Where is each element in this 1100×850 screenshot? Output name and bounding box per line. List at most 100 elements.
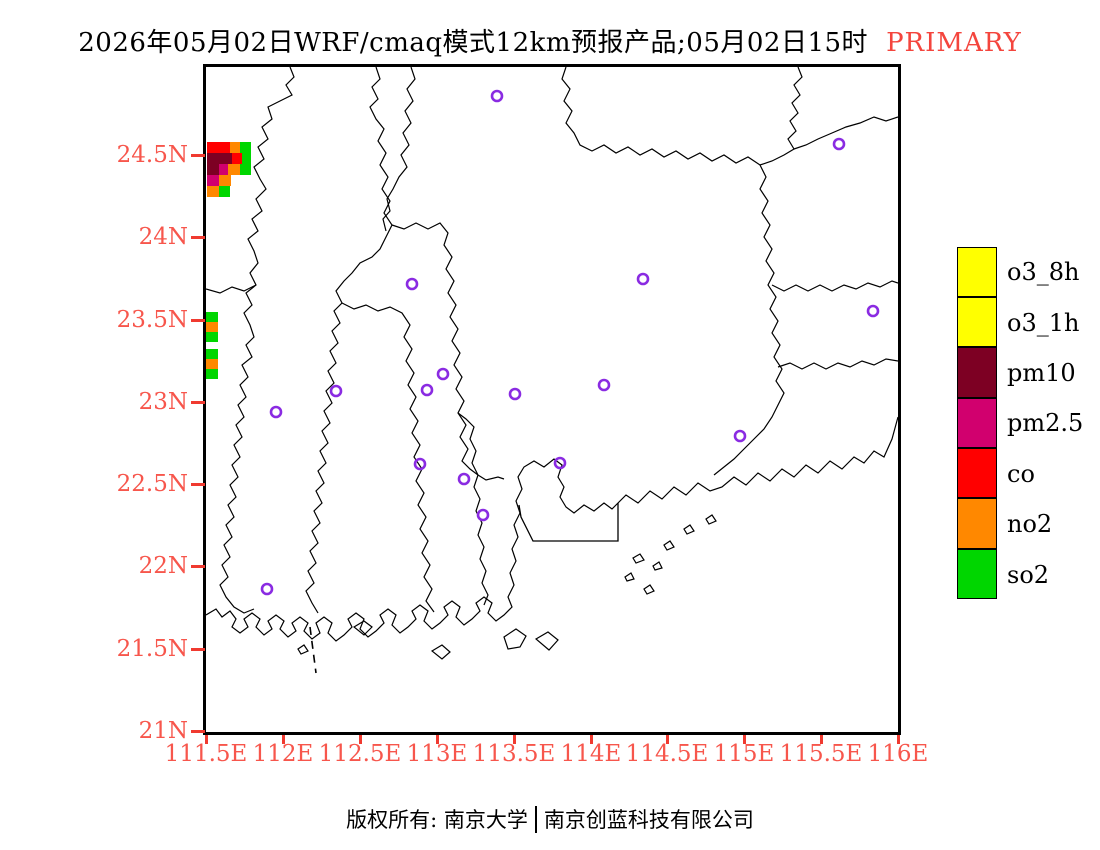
lon-tick-label: 114.5E (625, 741, 709, 767)
pollutant-cell-so2 (206, 369, 218, 379)
pollutant-cell-pm10 (207, 164, 219, 175)
province-boundary (771, 280, 898, 292)
lon-tick (665, 735, 669, 744)
lat-tick (191, 482, 205, 486)
pollutant-cell-so2 (240, 142, 251, 153)
lat-tick (191, 318, 205, 322)
pollutant-cell-no2 (230, 142, 240, 153)
station-marker (269, 405, 283, 419)
lat-tick-label: 22N (138, 553, 188, 579)
island-outline (643, 584, 655, 595)
station-marker (866, 304, 880, 318)
region-box (518, 503, 619, 542)
province-boundary (713, 164, 785, 476)
legend-swatch-o3_1h (957, 296, 997, 348)
station-marker (457, 472, 471, 486)
legend-item-co: co (957, 448, 1083, 499)
pollutant-cell-so2 (219, 186, 230, 197)
pollutant-cell-co (219, 142, 230, 153)
lon-tick-label: 115.5E (779, 741, 863, 767)
lon-tick-label: 111.5E (164, 741, 248, 767)
lat-tick (191, 564, 205, 568)
station-marker (329, 384, 343, 398)
lon-tick (896, 735, 900, 744)
island-outline (705, 514, 717, 525)
lon-tick (358, 735, 362, 744)
pollutant-cell-pm2_5 (207, 175, 219, 186)
lon-tick (204, 735, 208, 744)
island-outline (430, 644, 451, 660)
pollutant-cell-no2 (207, 186, 219, 197)
island-outline (297, 644, 309, 655)
lat-tick-label: 24N (138, 224, 188, 250)
lat-tick-label: 21.5N (116, 636, 188, 662)
lon-tick (512, 735, 516, 744)
province-boundary (305, 67, 393, 614)
station-marker (413, 457, 427, 471)
lon-tick-label: 116E (867, 741, 929, 767)
pollutant-cell-no2 (219, 175, 231, 186)
station-marker (476, 508, 490, 522)
island-outline (503, 628, 527, 650)
copyright-left: 版权所有: 南京大学 (346, 808, 528, 832)
pollutant-cell-no2 (228, 164, 240, 175)
legend-label: pm10 (1007, 358, 1076, 387)
legend-label: o3_1h (1007, 308, 1080, 337)
legend-item-pm10: pm10 (957, 347, 1083, 398)
lon-tick (742, 735, 746, 744)
lat-tick (191, 647, 205, 651)
dashed-boundary (309, 626, 317, 674)
legend-item-pm2.5: pm2.5 (957, 397, 1083, 449)
legend: o3_8h o3_1h pm10 pm2.5 co no2 so2 (957, 246, 1083, 600)
island-outline (624, 572, 635, 582)
lat-tick (191, 729, 205, 733)
pollutant-cell-so2 (206, 312, 218, 322)
forecast-map (206, 67, 898, 674)
station-marker (597, 378, 611, 392)
pollutant-cell-so2 (242, 153, 251, 164)
pollutant-cell-so2 (206, 332, 218, 342)
lat-tick-label: 23.5N (116, 307, 188, 333)
copyright-right: 南京创蓝科技有限公司 (543, 808, 754, 832)
station-marker (553, 456, 567, 470)
lat-tick (191, 235, 205, 239)
legend-item-o3_8h: o3_8h (957, 246, 1083, 297)
province-boundary (341, 302, 435, 613)
divider-bar (534, 805, 537, 833)
legend-label: o3_8h (1007, 258, 1080, 287)
legend-swatch-o3_8h (957, 246, 997, 297)
pollutant-cell-pm2_5 (219, 164, 228, 175)
lon-tick-label: 114E (560, 741, 622, 767)
legend-swatch-pm10 (957, 347, 997, 398)
lon-tick-label: 112E (252, 741, 314, 767)
station-marker (832, 137, 846, 151)
legend-item-o3_1h: o3_1h (957, 296, 1083, 348)
lat-tick-label: 22.5N (116, 471, 188, 497)
legend-swatch-no2 (957, 498, 997, 549)
legend-label: so2 (1007, 560, 1050, 589)
lat-tick (191, 153, 205, 157)
legend-swatch-co (957, 448, 997, 499)
pollutant-cell-so2 (240, 164, 251, 175)
station-marker (420, 383, 434, 397)
lon-tick-label: 113E (406, 741, 468, 767)
station-marker (405, 277, 419, 291)
title-main: 2026年05月02日WRF/cmaq模式12km预报产品;05月02日15时 (78, 28, 869, 58)
province-boundary (561, 67, 803, 166)
province-boundary (219, 67, 295, 614)
pollutant-cell-co (207, 142, 219, 153)
island-outline (683, 524, 695, 535)
pollutant-cell-co (232, 153, 242, 164)
lon-tick (281, 735, 285, 744)
station-marker (733, 429, 747, 443)
pollutant-cell-pm10 (220, 153, 232, 164)
province-boundary (206, 284, 257, 294)
province-boundary (391, 222, 505, 481)
map-frame (203, 64, 901, 735)
lon-tick-label: 112.5E (318, 741, 402, 767)
title-tag: PRIMARY (886, 28, 1022, 58)
lon-tick (589, 735, 593, 744)
station-marker (508, 387, 522, 401)
province-boundary (382, 67, 416, 232)
